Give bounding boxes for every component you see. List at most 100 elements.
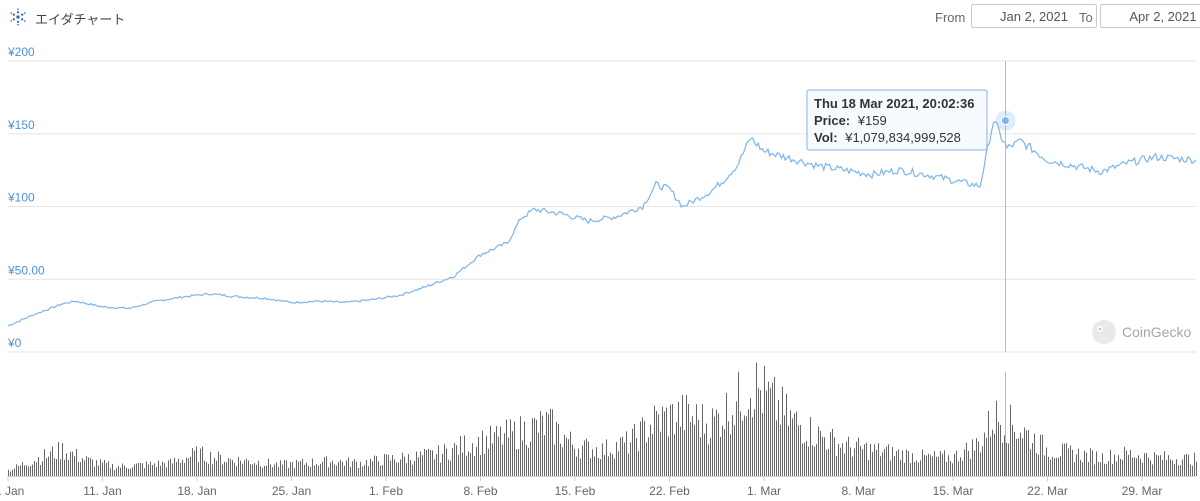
volume-bar	[524, 421, 525, 476]
volume-bar	[388, 454, 389, 476]
volume-bar	[1136, 458, 1137, 476]
volume-bar	[14, 468, 15, 476]
volume-bar	[672, 403, 673, 476]
volume-bar	[474, 456, 475, 476]
chart-title: エイダチャート	[35, 12, 126, 27]
volume-bar	[936, 456, 937, 476]
volume-bar	[692, 416, 693, 476]
volume-bar	[986, 437, 987, 476]
volume-bar	[808, 446, 809, 476]
volume-bar	[8, 469, 9, 476]
volume-bar	[468, 451, 469, 476]
volume-bar	[592, 449, 593, 476]
volume-bar	[556, 421, 557, 476]
volume-bar	[28, 466, 29, 476]
volume-bar	[158, 460, 159, 476]
volume-bar	[356, 461, 357, 476]
volume-bar	[716, 409, 717, 476]
volume-bar	[444, 444, 445, 476]
volume-bar	[1086, 452, 1087, 476]
volume-bar	[1072, 449, 1073, 476]
volume-bar	[770, 387, 771, 476]
volume-bar	[822, 436, 823, 476]
volume-bar	[284, 460, 285, 476]
volume-bar	[458, 454, 459, 476]
volume-bar	[252, 464, 253, 476]
volume-bar	[510, 419, 511, 476]
volume-bar	[518, 449, 519, 476]
volume-bar	[1096, 451, 1097, 476]
y-tick-label-2: ¥100	[7, 191, 35, 205]
volume-bar	[134, 464, 135, 476]
volume-bar	[100, 459, 101, 476]
volume-bar	[376, 456, 377, 476]
volume-bar	[50, 451, 51, 476]
volume-bar	[976, 438, 977, 476]
volume-bar	[710, 438, 711, 476]
volume-bar	[708, 444, 709, 476]
volume-bar	[836, 456, 837, 476]
volume-bar	[314, 465, 315, 476]
volume-bar	[172, 463, 173, 476]
volume-bar	[390, 460, 391, 476]
volume-bar	[12, 469, 13, 476]
volume-bar	[1000, 425, 1001, 476]
volume-bar	[744, 415, 745, 476]
volume-bar	[212, 464, 213, 476]
volume-bar	[1066, 443, 1067, 476]
volume-bar	[332, 460, 333, 476]
volume-bar	[1116, 461, 1117, 476]
volume-bar	[864, 444, 865, 476]
volume-bar	[608, 456, 609, 476]
volume-bar	[792, 418, 793, 476]
volume-bar	[448, 459, 449, 476]
volume-bar	[1092, 450, 1093, 476]
volume-bar	[140, 463, 141, 476]
volume-bar	[898, 449, 899, 476]
volume-bar	[154, 463, 155, 476]
volume-bar	[330, 462, 331, 476]
volume-bar	[550, 408, 551, 476]
volume-bar	[1140, 458, 1141, 476]
volume-bar	[180, 462, 181, 476]
volume-bar	[658, 414, 659, 476]
price-line	[7, 120, 1197, 327]
volume-bar	[112, 463, 113, 476]
volume-bar	[144, 468, 145, 476]
volume-bar	[130, 468, 131, 476]
volume-bar	[1156, 454, 1157, 476]
volume-bar	[802, 443, 803, 476]
volume-bar	[940, 450, 941, 476]
volume-bar	[814, 446, 815, 476]
volume-bar	[318, 465, 319, 476]
volume-bar	[1018, 438, 1019, 476]
volume-bar	[298, 461, 299, 476]
volume-bar	[194, 450, 195, 476]
volume-bar	[108, 461, 109, 476]
volume-bar	[36, 462, 37, 476]
volume-bar	[896, 450, 897, 476]
volume-bar	[1168, 455, 1169, 476]
volume-bar	[316, 463, 317, 476]
volume-bar	[922, 449, 923, 476]
volume-bar	[618, 451, 619, 476]
volume-bar	[138, 462, 139, 476]
volume-bar	[490, 425, 491, 476]
volume-bar	[244, 460, 245, 476]
volume-bar	[1118, 455, 1119, 476]
volume-bar	[992, 429, 993, 476]
volume-bar	[324, 457, 325, 476]
from-date-input[interactable]: Jan 2, 2021	[971, 4, 1097, 28]
to-date-input[interactable]: Apr 2, 2021	[1100, 4, 1200, 28]
volume-bar	[974, 450, 975, 476]
volume-bar	[20, 465, 21, 476]
volume-bar	[678, 401, 679, 476]
volume-bar	[120, 467, 121, 476]
volume-bar	[546, 411, 547, 476]
volume-bar	[772, 382, 773, 476]
volume-bar	[920, 460, 921, 476]
volume-bar	[372, 461, 373, 476]
volume-bar	[432, 450, 433, 476]
volume-bar	[1004, 435, 1005, 476]
